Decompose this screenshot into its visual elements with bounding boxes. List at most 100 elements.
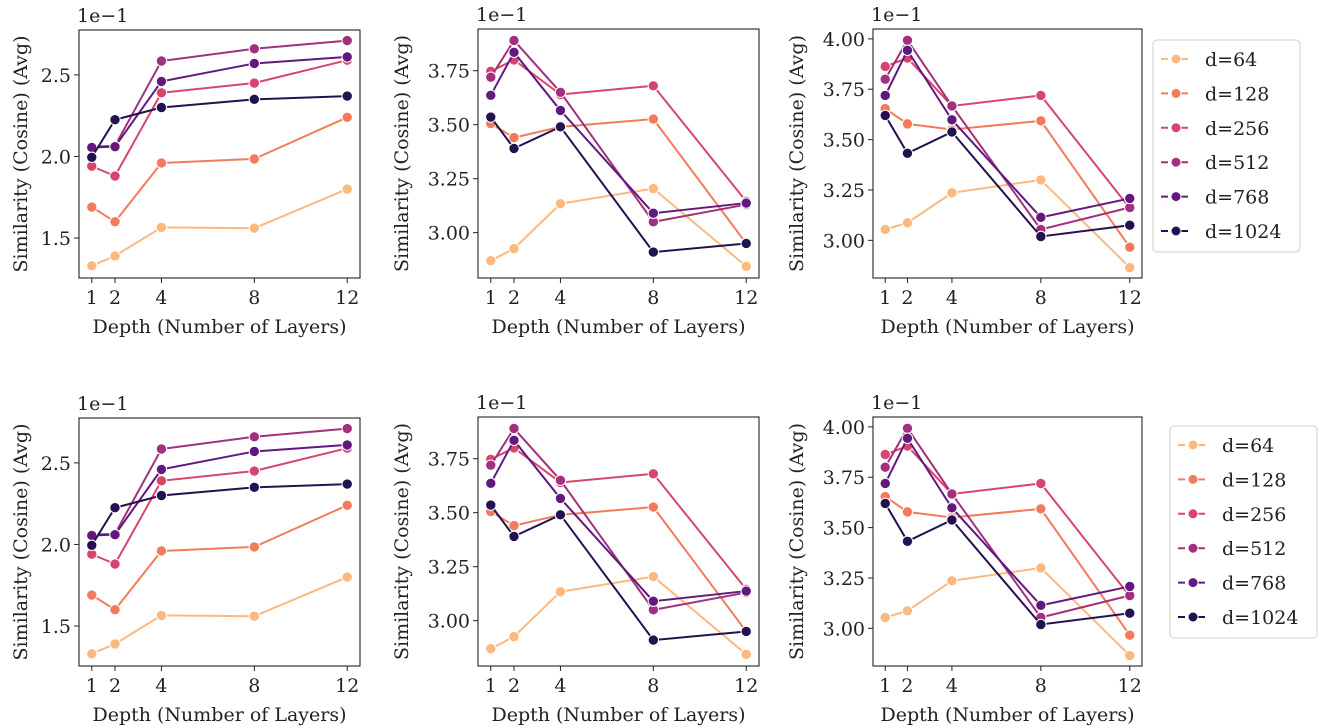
series-d-768 (86, 51, 353, 154)
legend-marker (1187, 439, 1199, 451)
legend-marker (1187, 473, 1199, 485)
data-point (554, 121, 567, 133)
series-line (884, 426, 1131, 619)
series-line (884, 495, 1131, 636)
data-point (109, 114, 121, 126)
data-point (155, 609, 168, 622)
legend-bottom: d=64 d=128 d=256 d=512 d=768 d=1024 (1169, 425, 1318, 639)
data-point (647, 595, 660, 607)
data-point (341, 571, 353, 583)
series-d-256 (879, 440, 1136, 602)
legend-marker (1187, 577, 1199, 589)
x-tick-label: 1 (485, 675, 497, 697)
data-point (879, 73, 891, 85)
data-point (508, 131, 520, 144)
data-point (1035, 89, 1047, 102)
data-point (647, 207, 660, 219)
series-line (489, 50, 747, 215)
series-d-256 (86, 442, 353, 570)
data-point (341, 183, 353, 195)
data-point (86, 648, 98, 660)
data-point (485, 71, 497, 83)
series-line (884, 107, 1131, 248)
data-point (879, 89, 891, 102)
series-line (884, 178, 1131, 269)
data-point (647, 182, 660, 195)
series-d-512 (879, 422, 1136, 624)
data-point (155, 101, 168, 114)
y-tick-label: 3.50 (428, 503, 470, 525)
x-tick-label: 4 (155, 287, 167, 309)
axis-offset-text: 1e−1 (77, 5, 128, 27)
x-tick-label: 2 (508, 287, 520, 309)
data-point (341, 478, 353, 490)
x-tick-label: 1 (879, 675, 891, 697)
y-axis-label: Similarity (Cosine) (Avg) (786, 423, 808, 660)
y-tick-label: 3.75 (823, 467, 865, 489)
data-point (485, 255, 497, 267)
axes-frame (477, 416, 760, 667)
y-tick-label: 3.50 (428, 115, 470, 137)
legend-label: d=512 (1222, 538, 1286, 560)
x-tick-label: 2 (109, 287, 121, 309)
data-point (879, 109, 891, 122)
y-tick-label: 2.0 (41, 534, 71, 556)
series-d-1024 (485, 499, 752, 646)
x-tick-label: 1 (86, 287, 98, 309)
data-point (485, 89, 497, 101)
series-line (489, 438, 747, 603)
legend-frame (1169, 425, 1318, 639)
x-tick-label: 12 (335, 287, 359, 309)
x-tick-label: 2 (508, 675, 520, 697)
legend-label: d=512 (1205, 152, 1269, 174)
data-point (248, 431, 261, 443)
legend-marker (1170, 122, 1182, 134)
data-point (155, 443, 168, 455)
data-point (341, 499, 353, 511)
x-tick-label: 1 (86, 675, 98, 697)
series-d-64 (485, 570, 752, 661)
series-d-64 (879, 174, 1136, 274)
axis-offset-text: 1e−1 (871, 392, 922, 414)
legend-marker (1187, 611, 1199, 623)
data-point (879, 60, 891, 73)
x-tick-label: 4 (554, 675, 566, 697)
axes-frame (78, 417, 361, 667)
axes-frame (477, 28, 760, 279)
legend-marker (1170, 156, 1182, 168)
series-line (884, 38, 1131, 231)
legend-marker (1170, 53, 1182, 65)
series-d-256 (879, 52, 1136, 214)
data-point (647, 80, 660, 92)
legend-marker (1170, 191, 1182, 203)
x-tick-label: 8 (647, 287, 659, 309)
axes-frame (872, 416, 1143, 667)
legend-label: d=64 (1205, 49, 1257, 71)
data-point (341, 51, 353, 63)
series-d-1024 (879, 109, 1136, 243)
series-line (884, 114, 1130, 238)
axes-frame (872, 28, 1143, 279)
data-point (341, 439, 353, 451)
data-point (946, 126, 958, 138)
data-point (554, 474, 567, 486)
x-tick-label: 4 (946, 287, 958, 309)
y-tick-label: 3.50 (823, 130, 865, 152)
y-tick-label: 3.75 (428, 61, 470, 83)
data-point (508, 422, 520, 435)
legend-frame (1152, 39, 1301, 253)
data-point (248, 77, 261, 89)
data-point (901, 118, 914, 130)
data-point (155, 463, 168, 476)
axes-frame (78, 29, 361, 279)
series-d-1024 (879, 497, 1136, 631)
data-point (901, 217, 914, 229)
data-point (946, 514, 958, 526)
series-line (490, 187, 747, 268)
legend-top: d=64 d=128 d=256 d=512 d=768 d=1024 (1152, 39, 1301, 253)
subplot-bottom-left: 1 2 4 8 12 1.5 2.0 2.5 1e−1 Depth (Number of Laye… (10, 393, 361, 726)
data-point (86, 589, 98, 601)
subplot-top-left: 1 2 4 8 12 1.5 2.0 2.5 1e−1 Depth (Number of Laye… (10, 5, 361, 338)
x-tick-label: 8 (647, 675, 659, 697)
